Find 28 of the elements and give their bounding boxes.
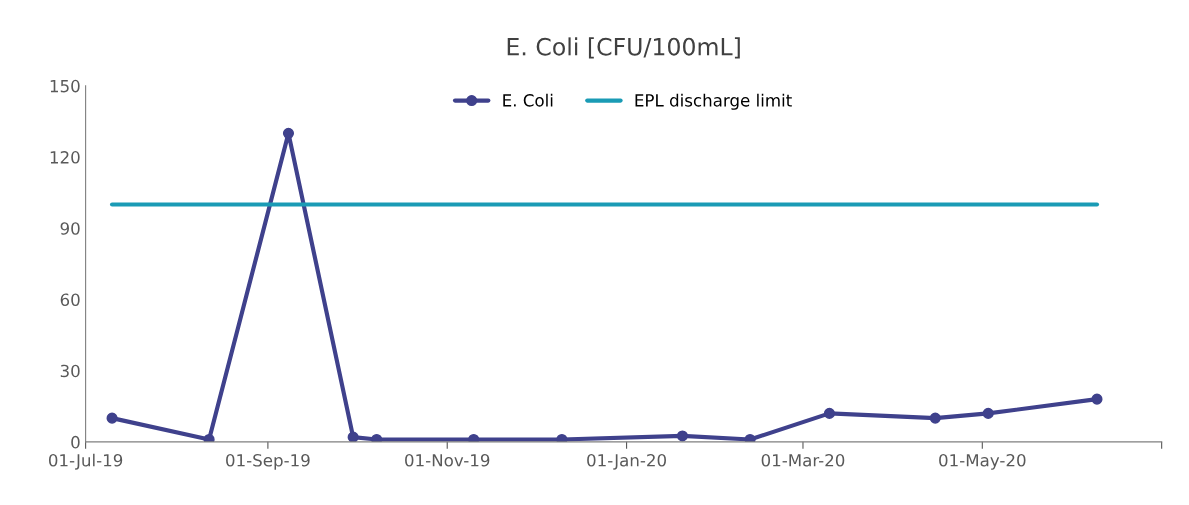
point <box>929 412 941 424</box>
y-tick-label: 30 <box>60 364 80 378</box>
point <box>556 433 568 442</box>
point <box>347 431 359 442</box>
y-tick-label: 0 <box>71 435 80 449</box>
point <box>823 407 835 419</box>
x-tick-label: 01-Nov-19 <box>405 453 490 467</box>
chart-title: E. Coli [CFU/100mL] <box>507 37 740 59</box>
point <box>203 433 215 442</box>
point <box>744 433 756 442</box>
point <box>106 412 118 424</box>
point <box>468 433 480 442</box>
point <box>676 430 688 442</box>
point <box>282 127 295 139</box>
x-tick-label: 01-May-20 <box>939 453 1026 470</box>
y-tick-label: 90 <box>60 222 80 235</box>
y-tick-label: 120 <box>50 151 80 164</box>
point <box>982 407 994 419</box>
x-tick-label: 01-Jan-20 <box>587 453 666 470</box>
y-tick-label: 60 <box>60 293 80 307</box>
x-tick-label: 01-Sep-19 <box>226 453 310 470</box>
point <box>371 433 383 442</box>
point <box>1091 393 1103 405</box>
x-tick-label: 01-Mar-20 <box>761 453 845 467</box>
legend-label: EPL discharge limit <box>635 93 792 110</box>
x-tick-label: 01-Jul-19 <box>48 453 123 470</box>
y-tick-label: 150 <box>50 79 80 93</box>
legend-label: E. Coli <box>503 93 553 107</box>
